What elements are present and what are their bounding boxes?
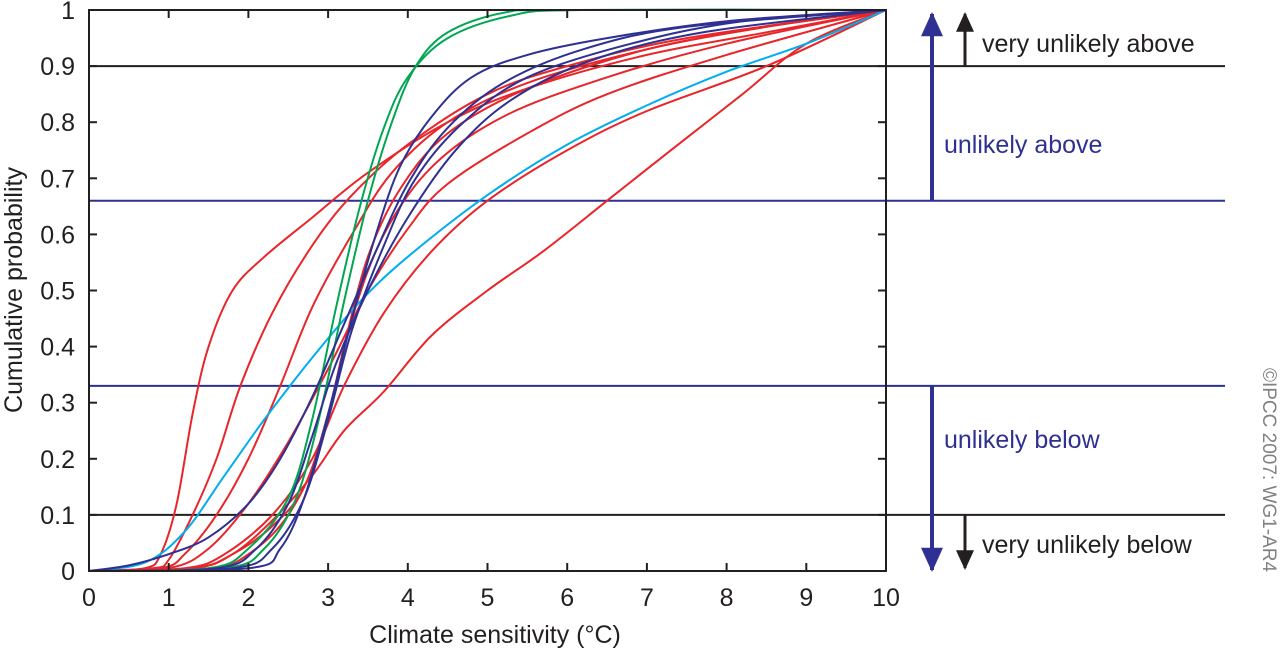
x-tick-label-10: 10 <box>872 584 900 612</box>
series-line-5 <box>88 9 887 572</box>
y-tick-label-10: 1 <box>61 0 75 25</box>
axis-ticks: 0 1 2 3 4 5 6 7 8 9 10 0 0.1 0.2 0.3 0.4 0.5 0.6 0.7 0.8 0.9… <box>40 0 900 612</box>
y-tick-label-6: 0.6 <box>40 221 75 249</box>
arrow-very-unlikely-above-head <box>956 12 974 32</box>
x-tick-label-0: 0 <box>82 584 96 612</box>
copyright-notice: ©IPCC 2007: WG1-AR4 <box>1258 368 1279 572</box>
series-line-12 <box>88 9 887 572</box>
band-label-very-unlikely-below: very unlikely below <box>982 531 1193 559</box>
x-tick-label-2: 2 <box>241 584 255 612</box>
y-tick-label-3: 0.3 <box>40 390 75 418</box>
x-tick-label-3: 3 <box>321 584 335 612</box>
y-tick-label-7: 0.7 <box>40 165 75 193</box>
x-tick-label-5: 5 <box>481 584 495 612</box>
y-tick-label-8: 0.8 <box>40 109 75 137</box>
y-tick-label-1: 0.1 <box>40 502 75 530</box>
x-tick-label-1: 1 <box>162 584 176 612</box>
y-tick-label-5: 0.5 <box>40 278 75 306</box>
arrow-very-unlikely-below-head <box>956 550 974 570</box>
y-axis-title: Cumulative probability <box>0 167 28 413</box>
series-line-11 <box>88 9 887 572</box>
y-tick-label-2: 0.2 <box>40 446 75 474</box>
x-tick-label-4: 4 <box>401 584 415 612</box>
band-label-unlikely-above: unlikely above <box>944 131 1102 159</box>
x-axis-title: Climate sensitivity (°C) <box>369 621 621 649</box>
band-label-very-unlikely-above: very unlikely above <box>982 30 1195 58</box>
x-tick-label-6: 6 <box>560 584 574 612</box>
series-line-13 <box>88 9 887 572</box>
band-label-unlikely-below: unlikely below <box>944 426 1101 454</box>
series-line-14 <box>88 9 887 572</box>
series-line-0 <box>88 9 887 572</box>
series-line-4 <box>88 9 887 572</box>
series-line-8 <box>88 9 887 572</box>
y-tick-label-4: 0.4 <box>40 334 75 362</box>
x-tick-label-9: 9 <box>799 584 813 612</box>
y-tick-label-9: 0.9 <box>40 53 75 81</box>
x-tick-label-8: 8 <box>720 584 734 612</box>
y-tick-label-0: 0 <box>61 558 75 586</box>
arrow-unlikely-above-head <box>921 12 943 37</box>
x-tick-label-7: 7 <box>640 584 654 612</box>
cdf-series <box>88 8 887 572</box>
arrow-unlikely-below-head <box>921 547 943 572</box>
band-arrows <box>921 12 974 572</box>
series-line-3 <box>88 9 887 572</box>
